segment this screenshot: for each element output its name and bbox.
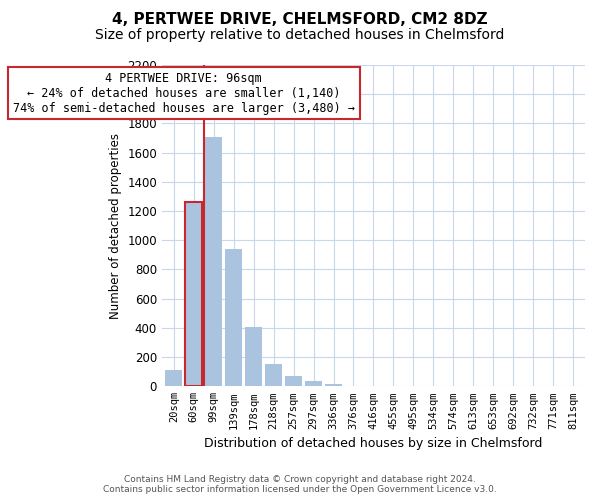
Bar [166, 370, 182, 386]
Bar [305, 381, 322, 386]
Bar [245, 327, 262, 386]
Y-axis label: Number of detached properties: Number of detached properties [109, 132, 122, 318]
Bar [205, 136, 222, 386]
Bar [225, 249, 242, 386]
Bar [285, 376, 302, 386]
Bar [325, 384, 342, 386]
Text: Size of property relative to detached houses in Chelmsford: Size of property relative to detached ho… [95, 28, 505, 42]
X-axis label: Distribution of detached houses by size in Chelmsford: Distribution of detached houses by size … [204, 437, 542, 450]
Bar [185, 202, 202, 386]
Bar [265, 364, 282, 386]
Text: 4, PERTWEE DRIVE, CHELMSFORD, CM2 8DZ: 4, PERTWEE DRIVE, CHELMSFORD, CM2 8DZ [112, 12, 488, 28]
Text: Contains HM Land Registry data © Crown copyright and database right 2024.
Contai: Contains HM Land Registry data © Crown c… [103, 474, 497, 494]
Text: 4 PERTWEE DRIVE: 96sqm
← 24% of detached houses are smaller (1,140)
74% of semi-: 4 PERTWEE DRIVE: 96sqm ← 24% of detached… [13, 72, 355, 114]
